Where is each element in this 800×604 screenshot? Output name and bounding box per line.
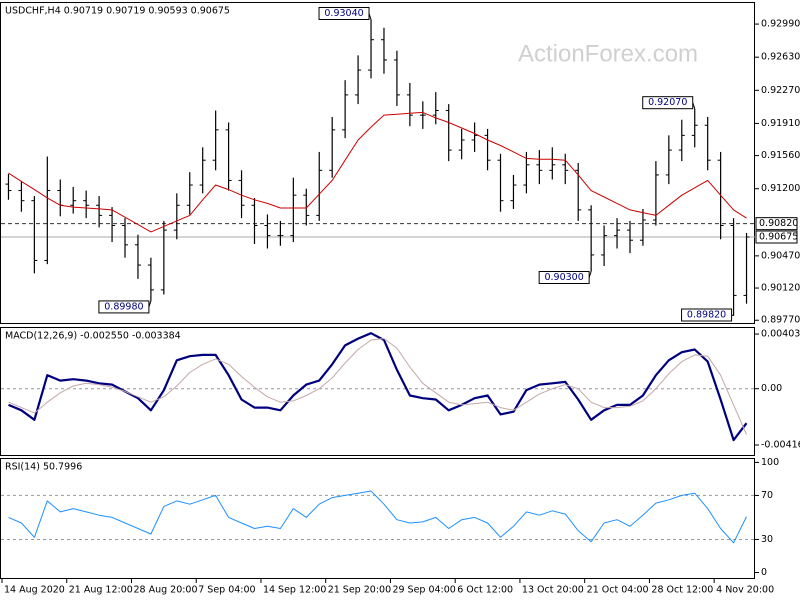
- y-tick-label: 100: [761, 457, 779, 468]
- y-tick-label: 0.91200: [761, 183, 800, 194]
- y-tick-label: 0.90120: [761, 283, 800, 294]
- y-tick-label: 0.91560: [761, 150, 800, 161]
- x-tick-label: 21 Aug 12:00: [69, 585, 133, 596]
- x-tick-label: 21 Oct 04:00: [587, 585, 649, 596]
- x-tick-label: 7 Sep 04:00: [198, 585, 255, 596]
- annotation-box: [681, 308, 733, 322]
- y-tick-label: 0.92270: [761, 85, 800, 96]
- x-tick-label: 29 Sep 04:00: [392, 585, 455, 596]
- x-tick-label: 4 Nov 20:00: [716, 585, 774, 596]
- indicator-line: [8, 332, 748, 442]
- panel-frame: [0, 2, 755, 324]
- y-tick-label: 0.89770: [761, 315, 800, 326]
- indicator-line: [8, 490, 747, 544]
- x-tick-label: 14 Aug 2020: [4, 585, 65, 596]
- annotation-label: 0.89820: [687, 310, 726, 321]
- moving-average: [8, 111, 747, 233]
- annotation-box: [642, 96, 694, 110]
- annotation-box: [98, 300, 150, 314]
- annotation-label: 0.92070: [648, 97, 687, 108]
- price-level-label: 0.90820: [759, 218, 798, 229]
- y-tick-label: 0: [761, 567, 767, 578]
- panel-title: USDCHF,H4 0.90719 0.90719 0.90593 0.9067…: [5, 6, 230, 17]
- y-tick-label: 0.00: [761, 383, 782, 394]
- annotation-label: 0.89980: [104, 301, 143, 312]
- annotation-label: 0.90300: [544, 272, 583, 283]
- y-tick-label: 70: [761, 490, 773, 501]
- annotation-box: [318, 6, 370, 20]
- annotation-label: 0.93040: [324, 8, 363, 19]
- y-tick-label: 0.004039: [761, 329, 800, 340]
- y-tick-label: -0.00416: [761, 439, 800, 450]
- y-tick-label: 0.92990: [761, 19, 800, 30]
- x-tick-label: 28 Oct 12:00: [651, 585, 713, 596]
- indicator-line: [8, 338, 747, 435]
- x-tick-label: 13 Oct 20:00: [522, 585, 584, 596]
- panel-frame: [0, 327, 755, 456]
- watermark: ActionForex.com: [518, 40, 698, 67]
- y-tick-label: 0.91910: [761, 118, 800, 129]
- panel-title: RSI(14) 50.7996: [5, 462, 82, 473]
- y-tick-label: 0.92630: [761, 52, 800, 63]
- x-tick-label: 6 Oct 12:00: [457, 585, 513, 596]
- y-tick-label: 30: [761, 534, 773, 545]
- price-level-box: [755, 230, 798, 244]
- annotation-box: [538, 270, 590, 284]
- panel-title: MACD(12,26,9) -0.002550 -0.003384: [5, 331, 181, 342]
- price-level-box: [755, 217, 798, 231]
- x-tick-label: 14 Sep 12:00: [263, 585, 326, 596]
- x-tick-label: 28 Aug 20:00: [133, 585, 197, 596]
- y-tick-label: 0.90470: [761, 250, 800, 261]
- price-level-label: 0.90675: [759, 232, 798, 243]
- x-tick-label: 21 Sep 20:00: [328, 585, 391, 596]
